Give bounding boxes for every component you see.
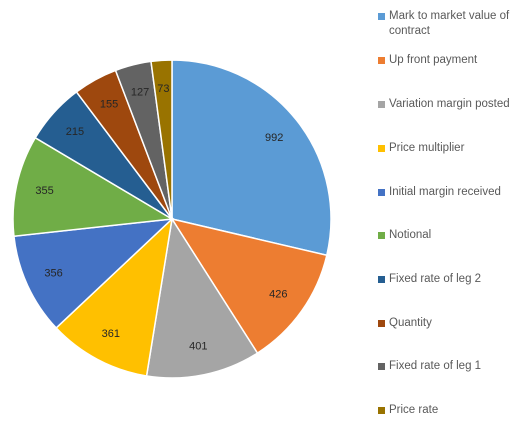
legend-swatch [378, 101, 385, 108]
legend-label: Variation margin posted [389, 98, 510, 110]
legend-label: Mark to market value of contract [389, 10, 510, 37]
legend-swatch [378, 320, 385, 327]
pie-slice [13, 218, 175, 329]
data-label: 426 [269, 288, 287, 300]
legend-swatch [378, 189, 385, 196]
legend-label: Fixed rate of leg 1 [389, 360, 482, 372]
pie-slice [145, 216, 259, 379]
pie-slice [150, 59, 173, 220]
legend-item: Mark to market value of contract [378, 9, 528, 39]
legend-item: Fixed rate of leg 2 [378, 272, 528, 287]
legend-item: Price multiplier [378, 141, 528, 156]
legend-item: Initial margin received [378, 185, 528, 200]
pie-slice [55, 216, 174, 377]
data-label: 356 [44, 267, 62, 279]
legend-label: Initial margin received [389, 186, 501, 198]
legend-item: Notional [378, 228, 528, 243]
data-label: 355 [35, 185, 53, 197]
legend-label: Price multiplier [389, 142, 465, 154]
legend-swatch [378, 57, 385, 64]
legend-swatch [378, 363, 385, 370]
legend-label: Up front payment [389, 54, 478, 66]
legend-swatch [378, 145, 385, 152]
pie-slice [170, 217, 328, 355]
legend-label: Notional [389, 229, 432, 241]
legend-label: Quantity [389, 317, 432, 329]
legend-item: Variation margin posted [378, 97, 528, 112]
legend-swatch [378, 13, 385, 20]
legend-item: Quantity [378, 316, 528, 331]
legend-swatch [378, 407, 385, 414]
legend-swatch [378, 276, 385, 283]
data-label: 401 [189, 341, 207, 353]
data-label: 73 [157, 83, 169, 95]
data-label: 992 [265, 132, 283, 144]
legend-label: Price rate [389, 404, 439, 416]
legend-item: Price rate [378, 403, 528, 418]
data-label: 155 [100, 99, 118, 111]
data-label: 361 [102, 328, 120, 340]
pie-slice [171, 59, 332, 257]
pie-slice [12, 136, 175, 238]
data-label: 215 [66, 126, 84, 138]
legend-swatch [378, 232, 385, 239]
legend-label: Fixed rate of leg 2 [389, 273, 482, 285]
data-label: 127 [131, 87, 149, 99]
legend-item: Up front payment [378, 53, 528, 68]
legend-item: Fixed rate of leg 1 [378, 359, 528, 374]
